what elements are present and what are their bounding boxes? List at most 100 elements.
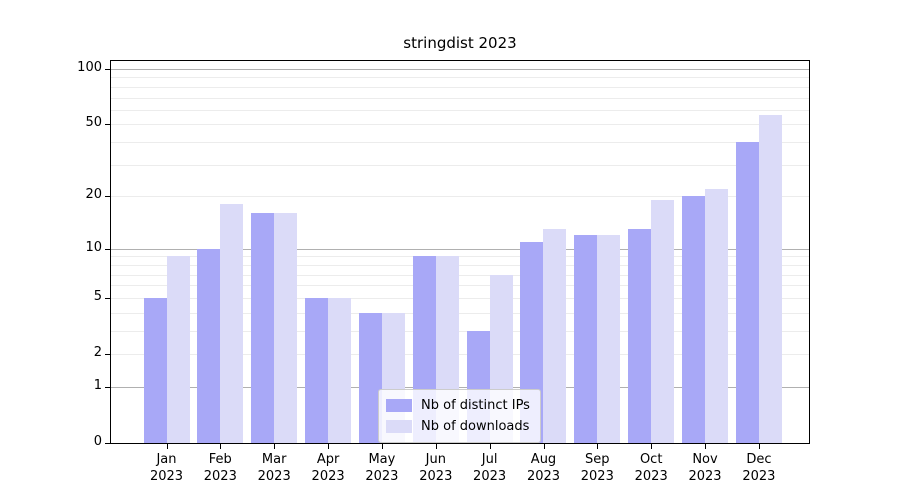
x-tick-label-line: Jun <box>425 452 446 467</box>
x-tick-label-line: 2023 <box>580 469 614 484</box>
x-tick-label-line: Mar <box>261 452 287 467</box>
bar-nb-of-downloads-aug <box>543 229 567 443</box>
gridline-20 <box>111 196 809 198</box>
y-tick-2 <box>105 354 110 355</box>
x-tick-jan <box>166 444 168 449</box>
y-tick-1 <box>105 386 110 388</box>
gridline-40 <box>111 142 809 144</box>
gridline-5 <box>111 297 809 299</box>
bar-nb-of-distinct-ips-may <box>358 312 382 443</box>
legend: Nb of distinct IPs Nb of downloads <box>378 389 541 443</box>
y-tick-label-20: 20 <box>85 187 102 203</box>
bar-nb-of-distinct-ips-dec <box>735 142 759 443</box>
y-tick-label-100: 100 <box>77 60 102 75</box>
gridline-2 <box>111 354 809 355</box>
x-tick-label-line: Nov <box>692 452 718 467</box>
x-tick-label-sep: Sep 2023 <box>565 451 629 485</box>
bar-nb-of-downloads-nov <box>705 188 728 443</box>
x-tick-label-line: 2023 <box>634 469 668 484</box>
x-tick-label-feb: Feb 2023 <box>188 451 252 485</box>
legend-label-ips: Nb of distinct IPs <box>421 398 530 413</box>
bar-nb-of-downloads-dec <box>758 115 782 443</box>
x-tick-label-line: Apr <box>316 452 340 467</box>
gridline-1 <box>111 386 809 388</box>
x-tick-label-line: Sep <box>585 452 610 467</box>
chart-title: stringdist 2023 <box>403 34 517 52</box>
x-tick-feb <box>220 444 222 449</box>
x-tick-label-oct: Oct 2023 <box>619 451 683 485</box>
y-tick-50 <box>105 124 110 126</box>
x-tick-label-line: 2023 <box>311 469 345 484</box>
x-tick-label-line: Dec <box>746 452 772 467</box>
bar-nb-of-distinct-ips-sep <box>574 235 598 443</box>
x-tick-label-jan: Jan 2023 <box>135 451 199 485</box>
x-tick-jul <box>489 444 491 449</box>
x-tick-label-apr: Apr 2023 <box>296 451 360 485</box>
x-tick-label-line: 2023 <box>526 469 561 484</box>
bar-nb-of-downloads-feb <box>220 204 244 443</box>
gridline-6 <box>111 285 809 287</box>
gridline-3 <box>111 330 809 332</box>
y-tick-label-10: 10 <box>85 239 102 255</box>
gridline-9 <box>111 256 809 258</box>
x-tick-sep <box>597 444 599 449</box>
y-tick-5 <box>105 297 110 299</box>
bar-nb-of-downloads-apr <box>328 297 352 443</box>
y-tick-label-50: 50 <box>85 115 102 131</box>
x-tick-label-nov: Nov 2023 <box>673 451 737 485</box>
y-tick-100 <box>105 69 110 70</box>
bar-nb-of-downloads-jan <box>166 256 190 443</box>
y-tick-label-5: 5 <box>93 288 102 304</box>
x-tick-label-line: 2023 <box>365 469 399 484</box>
x-tick-nov <box>705 444 706 449</box>
x-tick-label-line: Jan <box>156 452 177 467</box>
bar-nb-of-downloads-oct <box>651 200 675 443</box>
x-tick-mar <box>274 444 276 449</box>
x-tick-label-line: 2023 <box>257 469 291 484</box>
legend-label-downloads: Nb of downloads <box>421 419 530 434</box>
x-tick-label-may: May 2023 <box>350 451 414 485</box>
bar-nb-of-distinct-ips-jan <box>143 297 167 443</box>
y-tick-label-1: 1 <box>93 377 102 393</box>
x-tick-label-line: 2023 <box>203 469 237 484</box>
x-tick-label-mar: Mar 2023 <box>242 451 306 485</box>
x-tick-may <box>381 444 383 449</box>
gridline-80 <box>111 86 809 88</box>
gridline-100 <box>111 69 809 70</box>
legend-item-downloads: Nb of downloads <box>386 416 530 437</box>
bar-nb-of-distinct-ips-mar <box>251 213 275 443</box>
x-tick-label-line: Oct <box>639 452 663 467</box>
x-tick-aug <box>543 444 545 449</box>
bar-nb-of-distinct-ips-oct <box>628 229 652 443</box>
bar-nb-of-distinct-ips-feb <box>197 248 221 443</box>
x-tick-label-line: 2023 <box>688 469 722 484</box>
x-tick-label-line: 2023 <box>742 469 776 484</box>
legend-item-distinct-ips: Nb of distinct IPs <box>386 395 530 416</box>
x-tick-oct <box>651 444 653 449</box>
gridline-60 <box>111 109 809 111</box>
gridline-90 <box>111 77 809 79</box>
gridline-30 <box>111 164 809 166</box>
legend-swatch-ips <box>386 399 412 412</box>
y-tick-0 <box>105 443 110 444</box>
bar-nb-of-distinct-ips-apr <box>305 297 329 443</box>
x-tick-label-line: Aug <box>530 452 557 467</box>
y-tick-label-0: 0 <box>93 434 102 449</box>
y-tick-10 <box>105 248 110 250</box>
x-tick-label-line: 2023 <box>473 469 507 484</box>
x-tick-label-line: Jul <box>481 452 498 467</box>
x-tick-apr <box>328 444 330 449</box>
x-tick-label-jul: Jul 2023 <box>458 451 522 485</box>
plot-area: Nb of distinct IPs Nb of downloads <box>110 60 810 444</box>
x-tick-label-line: May <box>368 452 396 467</box>
gridline-70 <box>111 97 809 99</box>
legend-swatch-downloads <box>386 420 412 433</box>
x-tick-dec <box>758 444 760 449</box>
x-tick-label-dec: Dec 2023 <box>727 451 791 485</box>
gridline-10 <box>111 248 809 250</box>
gridline-50 <box>111 124 809 126</box>
x-tick-label-line: 2023 <box>149 469 184 484</box>
gridline-7 <box>111 274 809 276</box>
gridline-8 <box>111 264 809 266</box>
